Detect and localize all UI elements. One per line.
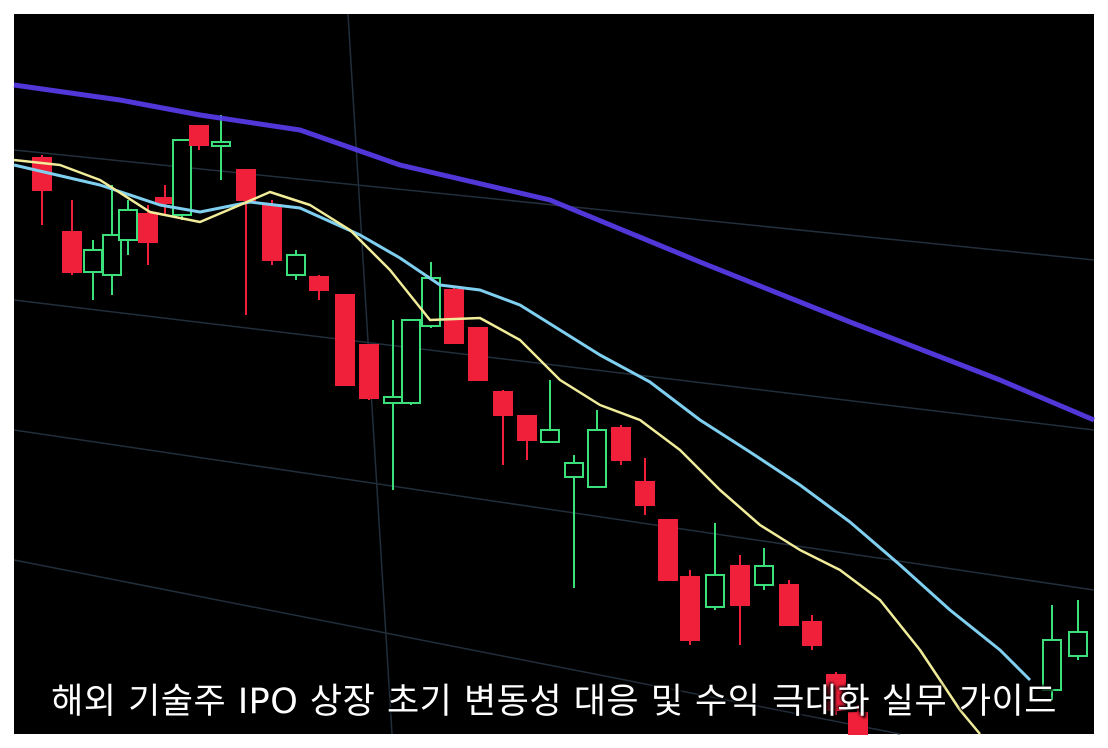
- candle-body: [826, 674, 846, 711]
- candle-body: [155, 197, 175, 204]
- candle-body: [359, 344, 379, 399]
- caption-box: 해외 기술주 IPO 상장 초기 변동성 대응 및 수익 극대화 실무 가이드: [0, 670, 1108, 726]
- candle-body: [211, 141, 231, 147]
- candle-body: [62, 231, 82, 273]
- candle-body: [236, 169, 256, 201]
- candle-body: [118, 209, 138, 241]
- candle-body: [1042, 639, 1062, 691]
- candle-body: [802, 621, 822, 646]
- candle-body: [705, 574, 725, 608]
- candle-body: [102, 234, 122, 276]
- candle-body: [401, 319, 421, 404]
- candle-body: [189, 125, 209, 146]
- moving-averages: [13, 82, 1095, 735]
- candle-body: [779, 584, 799, 626]
- candle-body: [848, 712, 868, 735]
- candle-body: [680, 576, 700, 641]
- candle-body: [262, 204, 282, 261]
- candles: [32, 115, 1088, 735]
- candle-body: [335, 294, 355, 386]
- candle-body: [309, 276, 329, 291]
- ma-mid: [13, 163, 1032, 682]
- candle-body: [493, 391, 513, 416]
- candle-body: [635, 481, 655, 506]
- candle-body: [172, 139, 192, 216]
- caption: 해외 기술주 IPO 상장 초기 변동성 대응 및 수익 극대화 실무 가이드: [51, 681, 1057, 722]
- candle-body: [468, 327, 488, 381]
- candle-body: [138, 213, 158, 243]
- candle-body: [658, 519, 678, 581]
- candle-body: [83, 249, 103, 273]
- candle-body: [517, 415, 537, 441]
- ma-short: [13, 158, 981, 735]
- candle-body: [730, 565, 750, 606]
- candle-body: [383, 396, 403, 404]
- candle-body: [540, 429, 560, 443]
- candle-body: [587, 429, 607, 488]
- candle-body: [754, 565, 774, 586]
- candle-body: [611, 427, 631, 461]
- candle-body: [564, 462, 584, 478]
- candle-body: [1068, 631, 1088, 657]
- candle-body: [444, 289, 464, 344]
- ma-long: [13, 82, 1095, 423]
- candle-body: [286, 254, 306, 276]
